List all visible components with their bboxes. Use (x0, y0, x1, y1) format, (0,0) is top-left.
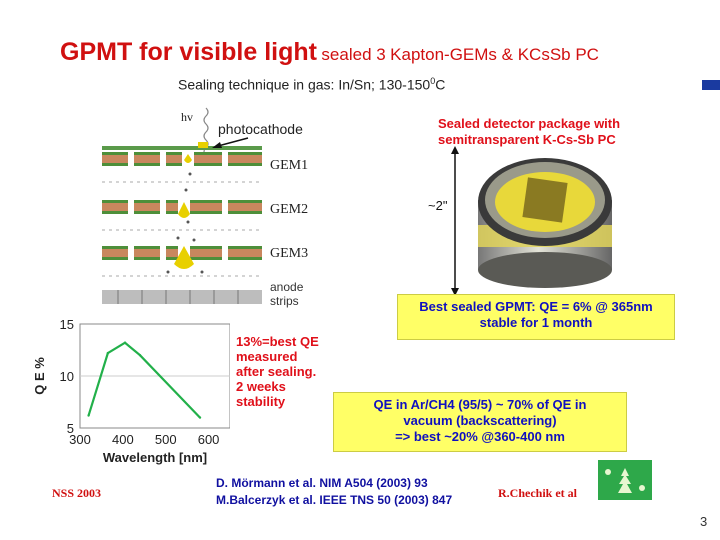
gem2-label: GEM2 (270, 202, 309, 217)
x-tick-label: 400 (112, 432, 134, 447)
anode-label: anode strips (270, 280, 303, 308)
avalanche-1 (184, 154, 192, 163)
argon-box-line3: => best ~20% @360-400 nm (395, 429, 565, 444)
avalanche-2 (178, 202, 190, 218)
title-main: GPMT for visible light (60, 38, 317, 66)
x-tick-label: 600 (198, 432, 220, 447)
subtitle-sup: 0 (430, 76, 436, 86)
best-sealed-box: Best sealed GPMT: QE = 6% @ 365nm stable… (397, 294, 675, 340)
qe-data-point (198, 416, 202, 419)
photocathode-plate (102, 146, 262, 150)
slide-title: GPMT for visible light sealed 3 Kapton-G… (60, 38, 599, 67)
argon-box-line2: vacuum (backscattering) (403, 413, 557, 428)
qe-data-point (87, 414, 90, 417)
best-box-line2: stable for 1 month (479, 315, 593, 330)
photo-caption-line1: Sealed detector package with (438, 116, 621, 131)
y-axis-label: Q E % (32, 357, 47, 395)
size-label: ~2" (426, 198, 450, 213)
argon-box-line1: QE in Ar/CH4 (95/5) ~ 70% of QE in (373, 397, 587, 412)
qe-note: 13%=best QE measured after sealing. 2 we… (236, 334, 319, 409)
author-credit: R.Chechik et al (498, 486, 577, 500)
qe-note-line2: measured (236, 349, 298, 364)
gem-diagram (102, 107, 262, 304)
gem3-label: GEM3 (270, 246, 309, 261)
qe-data-point (123, 341, 127, 344)
photo-caption: Sealed detector package with semitranspa… (438, 116, 620, 148)
page-number: 3 (700, 514, 708, 529)
detector-photo (478, 158, 612, 288)
reference-2: M.Balcerzyk et al. IEEE TNS 50 (2003) 84… (216, 493, 453, 507)
qe-note-line4: 2 weeks (236, 379, 286, 394)
anode-label-line1: anode (270, 280, 304, 294)
y-tick-label: 10 (60, 369, 74, 384)
photo-caption-line2: semitransparent K-Cs-Sb PC (438, 132, 616, 147)
anode-label-line2: strips (270, 294, 299, 308)
institute-logo (598, 460, 652, 500)
y-tick-label: 5 (67, 421, 74, 436)
gem1-label: GEM1 (270, 158, 309, 173)
photocathode-label: photocathode (218, 121, 303, 137)
qe-note-line1: 13%=best QE (236, 334, 319, 349)
title-kapton: Kapton-GEMs & KCsSb PC (390, 45, 599, 64)
qe-data-point (106, 351, 110, 355)
x-tick-label: 300 (69, 432, 91, 447)
argon-qe-box: QE in Ar/CH4 (95/5) ~ 70% of QE in vacuu… (333, 392, 627, 452)
sealing-subtitle: Sealing technique in gas: In/Sn; 130-150… (178, 76, 445, 93)
chart-plot: 5 10 15 300 400 500 600 Wavelength [nm] Q E % (32, 317, 230, 465)
nss-label: NSS 2003 (52, 486, 102, 500)
x-tick-label: 500 (155, 432, 177, 447)
qe-data-point (138, 354, 142, 357)
y-tick-label: 15 (60, 317, 74, 332)
qe-note-line5: stability (236, 394, 286, 409)
qe-note-line3: after sealing. (236, 364, 317, 379)
photocathode-arrow (217, 137, 249, 147)
subtitle-unit: C (435, 76, 446, 93)
hv-label: hv (181, 110, 193, 124)
blue-marker (702, 80, 720, 90)
best-box-line1: Best sealed GPMT: QE = 6% @ 365nm (419, 299, 653, 314)
subtitle-text: Sealing technique in gas: In/Sn; 130-150 (178, 76, 431, 93)
title-sealed: sealed 3 (321, 45, 386, 64)
qe-chart: 5 10 15 300 400 500 600 Wavelength [nm] Q E % (32, 317, 230, 465)
photocathode-spot (198, 142, 208, 148)
size-arrow (451, 146, 459, 296)
avalanche-3 (174, 246, 194, 269)
x-axis-label: Wavelength [nm] (103, 450, 207, 465)
reference-1: D. Mörmann et al. NIM A504 (2003) 93 (216, 476, 428, 490)
